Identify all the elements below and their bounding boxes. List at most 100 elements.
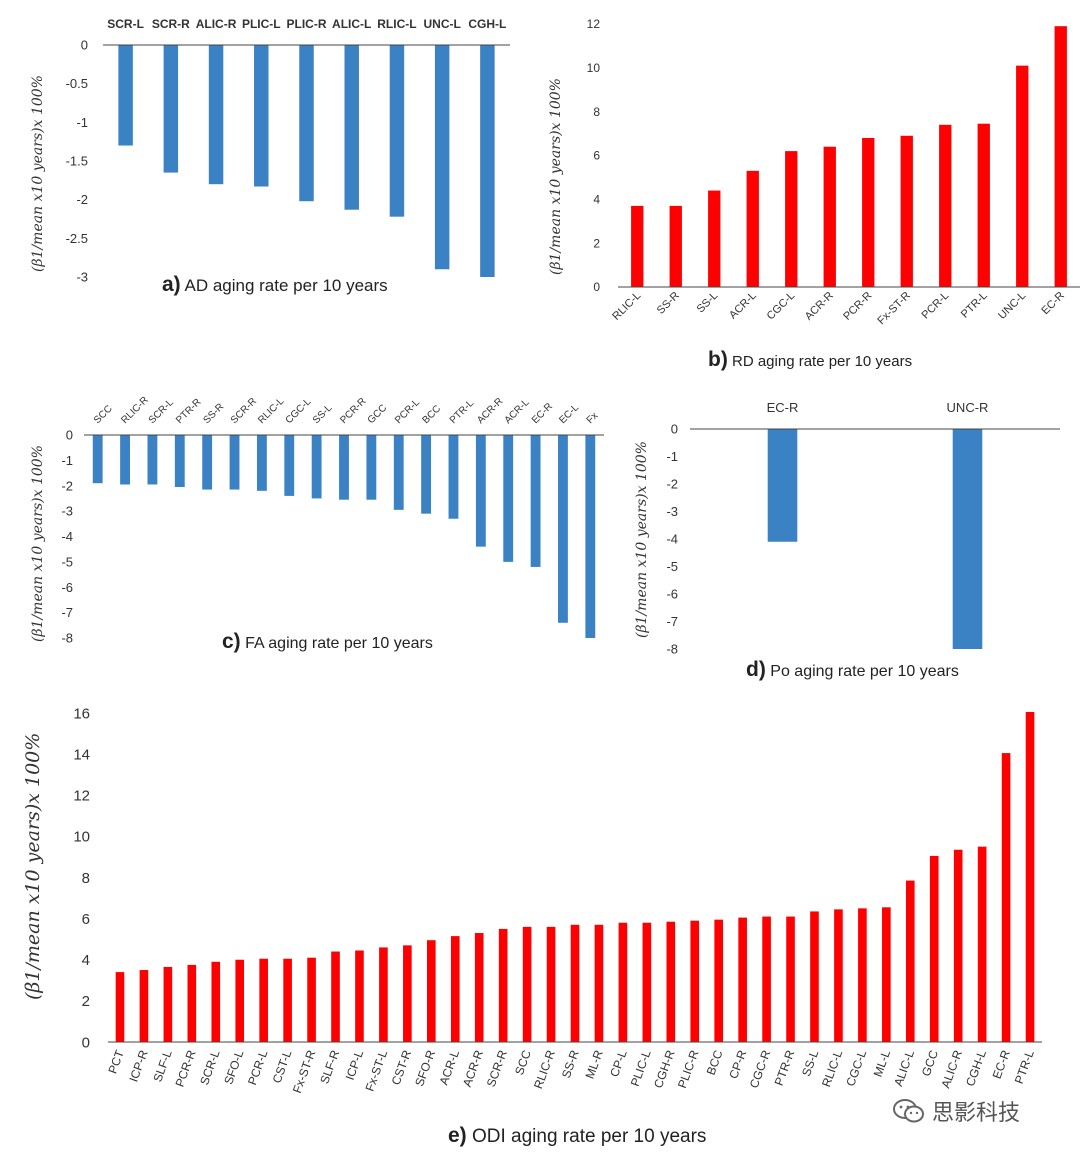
chart-e-bar [714, 919, 724, 1042]
chart-e-category-label: SS-L [799, 1048, 821, 1078]
chart-b-title-text: RD aging rate per 10 years [732, 353, 913, 370]
chart-panel-c: 0 -1 -2 -3 -4 -5 -6 -7 -8 SCC RLIC-R SCR-L PTR-R SS-R… [0, 390, 620, 665]
chart-d-category-label: UNC-R [947, 400, 989, 415]
chart-b-bar [900, 135, 913, 287]
chart-a-title-letter: a) [162, 273, 181, 296]
chart-b-bar [862, 137, 875, 287]
chart-c-category-label: EC-R [530, 401, 555, 426]
chart-b-category-label: PCR-L [920, 290, 952, 322]
chart-e-bar [834, 909, 843, 1042]
chart-b-bar [669, 205, 682, 287]
chart-e-category-label: CP-R [726, 1048, 749, 1081]
chart-e-title-letter: e) [448, 1124, 467, 1147]
chart-e-ytick: 2 [82, 993, 90, 1010]
chart-panel-b: 0 2 4 6 8 10 12 RLIC-L SS-R SS-L ACR-L CGC-L ACR-R PC… [540, 0, 1080, 380]
chart-e-bar [379, 947, 388, 1042]
chart-e-ytick: 14 [73, 746, 90, 763]
chart-e-category-label: PCR-L [245, 1048, 271, 1087]
chart-e-bar [786, 916, 795, 1042]
chart-c-category-label: PCR-L [393, 397, 422, 426]
chart-e-category-label: CGC-L [843, 1048, 869, 1088]
chart-b-category-label: SS-R [655, 290, 682, 317]
chart-c-category-label: ACR-L [503, 397, 532, 426]
chart-c-category-label: PCR-R [338, 396, 368, 426]
chart-a-ytick: -2 [76, 192, 88, 207]
chart-a-category-label: ALIC-L [332, 17, 371, 31]
chart-e-bar [307, 957, 316, 1042]
chart-e-bar [426, 940, 436, 1042]
chart-e-bar [474, 933, 484, 1042]
chart-e-bar [690, 920, 700, 1042]
chart-d-title-letter: d) [746, 658, 766, 681]
chart-panel-e: 0 2 4 6 8 10 12 14 16 PCT ICP-R SLF-L PCR-R SCR-L SFO-… [0, 690, 1080, 1159]
chart-e-title: e) ODI aging rate per 10 years [448, 1124, 706, 1148]
chart-c-bar [448, 435, 459, 519]
chart-e-category-label: PLIC-L [628, 1048, 654, 1088]
chart-e-bar [738, 917, 747, 1042]
chart-c-category-label: BCC [420, 403, 443, 426]
chart-c-title-letter: c) [222, 630, 241, 653]
chart-a-bar [254, 45, 269, 187]
chart-a-bar [163, 45, 179, 173]
wechat-icon [893, 1099, 924, 1123]
chart-c-category-label: GCC [366, 403, 390, 427]
chart-b-ytick: 6 [593, 149, 600, 163]
chart-b-ytick: 4 [593, 193, 600, 207]
chart-e-bar [546, 926, 556, 1042]
chart-c-category-label: RLIC-R [119, 395, 150, 426]
chart-e-category-label: SFO-R [412, 1048, 438, 1088]
chart-d-ytick: -8 [666, 642, 678, 657]
chart-c-svg: 0 -1 -2 -3 -4 -5 -6 -7 -8 SCC RLIC-RSCR-LPTR-RSS-R… [61, 395, 604, 646]
chart-a-bar [480, 45, 495, 277]
chart-a-ytick: 0 [81, 38, 88, 53]
chart-e-ylabel: (β1/mean x10 years)x 100% [22, 732, 44, 1000]
chart-b-bar [977, 123, 990, 288]
chart-e-bar [570, 924, 580, 1042]
chart-c-bar [256, 435, 267, 491]
chart-b-bar [1016, 65, 1029, 288]
chart-b-ylabel: (β1/mean x10 years)x 100% [548, 78, 564, 275]
chart-c-ytick: -8 [61, 631, 73, 646]
chart-a-ytick: -1.5 [66, 154, 88, 169]
chart-a-title-text: AD aging rate per 10 years [184, 276, 388, 295]
chart-b-category-label: PCR-R [841, 290, 874, 323]
chart-c-category-label: RLIC-L [256, 396, 286, 426]
chart-c-bar [475, 435, 486, 547]
chart-e-category-label: SLF-R [317, 1048, 342, 1086]
chart-b-category-label: Fx-ST-R [875, 290, 912, 327]
chart-c-bar [393, 435, 404, 510]
chart-c-bar [311, 435, 322, 499]
chart-c-bar [503, 435, 514, 562]
chart-e-category-label: EC-R [990, 1048, 1013, 1081]
chart-e-category-label: SCR-R [484, 1048, 510, 1089]
chart-c-bar [174, 435, 185, 488]
chart-e-category-label: ML-L [871, 1048, 894, 1079]
chart-b-category-label: PTR-L [959, 290, 990, 321]
chart-b-bar [708, 190, 721, 287]
chart-e-bar [403, 945, 412, 1042]
chart-e-bar [882, 907, 891, 1042]
chart-e-bar [762, 916, 771, 1042]
chart-c-category-label: SCR-L [147, 397, 176, 426]
chart-a-category-label: PLIC-L [242, 17, 281, 31]
chart-e-ytick: 6 [82, 911, 90, 928]
chart-e-category-label: CST-L [270, 1048, 295, 1085]
chart-d-bar [767, 429, 798, 542]
watermark: 思影科技 [892, 1096, 1020, 1126]
chart-a-bar [344, 45, 359, 210]
chart-c-ytick: -1 [61, 453, 73, 468]
chart-e-bar [355, 950, 364, 1042]
chart-d-ytick: 0 [671, 422, 678, 437]
chart-e-category-label: ML-R [583, 1048, 606, 1081]
chart-e-category-label: CP-L [607, 1048, 630, 1079]
chart-e-bar [594, 924, 604, 1042]
chart-a-category-label: UNC-L [424, 17, 461, 31]
chart-c-bar [92, 435, 103, 484]
chart-c-category-label: SCR-R [229, 396, 259, 426]
chart-d-ytick: -2 [666, 477, 678, 492]
chart-c-ylabel: (β1/mean x10 years)x 100% [30, 445, 46, 642]
chart-e-category-label: PLIC-R [675, 1048, 702, 1090]
chart-e-bar [187, 964, 197, 1042]
